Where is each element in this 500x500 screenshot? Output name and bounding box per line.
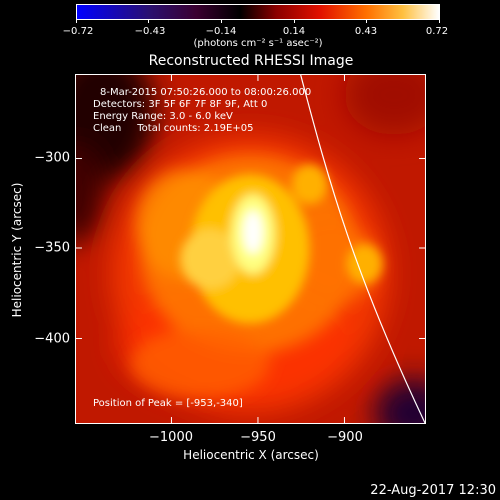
- detectors-text: Detectors: 3F 5F 6F 7F 8F 9F, Att 0: [93, 99, 268, 110]
- rhessi-image[interactable]: [75, 74, 426, 424]
- colorbar-tick-mark: [221, 19, 222, 23]
- colorbar-units: (photons cm⁻² s⁻¹ asec⁻²): [193, 38, 323, 49]
- y-tick-label: −400: [34, 331, 70, 347]
- colorbar-tick-label: 0.72: [425, 26, 449, 37]
- colorbar-tick-mark: [439, 19, 440, 23]
- x-tick-label: −950: [240, 430, 276, 445]
- clean-counts-text: Clean Total counts: 2.19E+05: [93, 123, 254, 134]
- x-axis-label: Heliocentric X (arcsec): [183, 448, 319, 462]
- time-range-text: 8-Mar-2015 07:50:26.000 to 08:00:26.000: [100, 87, 312, 98]
- image-title: Reconstructed RHESSI Image: [148, 53, 354, 69]
- y-tick-label: −350: [34, 240, 70, 256]
- colorbar-tick-label: −0.43: [134, 26, 166, 37]
- colorbar-tick-label: 0.43: [354, 26, 378, 37]
- colorbar-tick-mark: [148, 19, 149, 23]
- y-tick-label: −300: [34, 150, 70, 166]
- colorbar-tick-mark: [76, 19, 77, 23]
- colorbar-tick-label: 0.14: [282, 26, 306, 37]
- colorbar-tick-label: −0.72: [62, 26, 94, 37]
- colorbar-tick-mark: [366, 19, 367, 23]
- x-tick-label: −900: [327, 430, 363, 445]
- solar-limb-line: [300, 75, 425, 423]
- peak-position-text: Position of Peak = [-953,-340]: [93, 398, 243, 409]
- colorbar: [76, 4, 440, 20]
- energy-range-text: Energy Range: 3.0 - 6.0 keV: [93, 111, 233, 122]
- date-stamp: 22-Aug-2017 12:30: [370, 483, 496, 498]
- colorbar-tick-mark: [294, 19, 295, 23]
- colorbar-tick-label: −0.14: [205, 26, 237, 37]
- x-tick-label: −1000: [149, 430, 193, 445]
- y-axis-label: Heliocentric Y (arcsec): [10, 182, 24, 318]
